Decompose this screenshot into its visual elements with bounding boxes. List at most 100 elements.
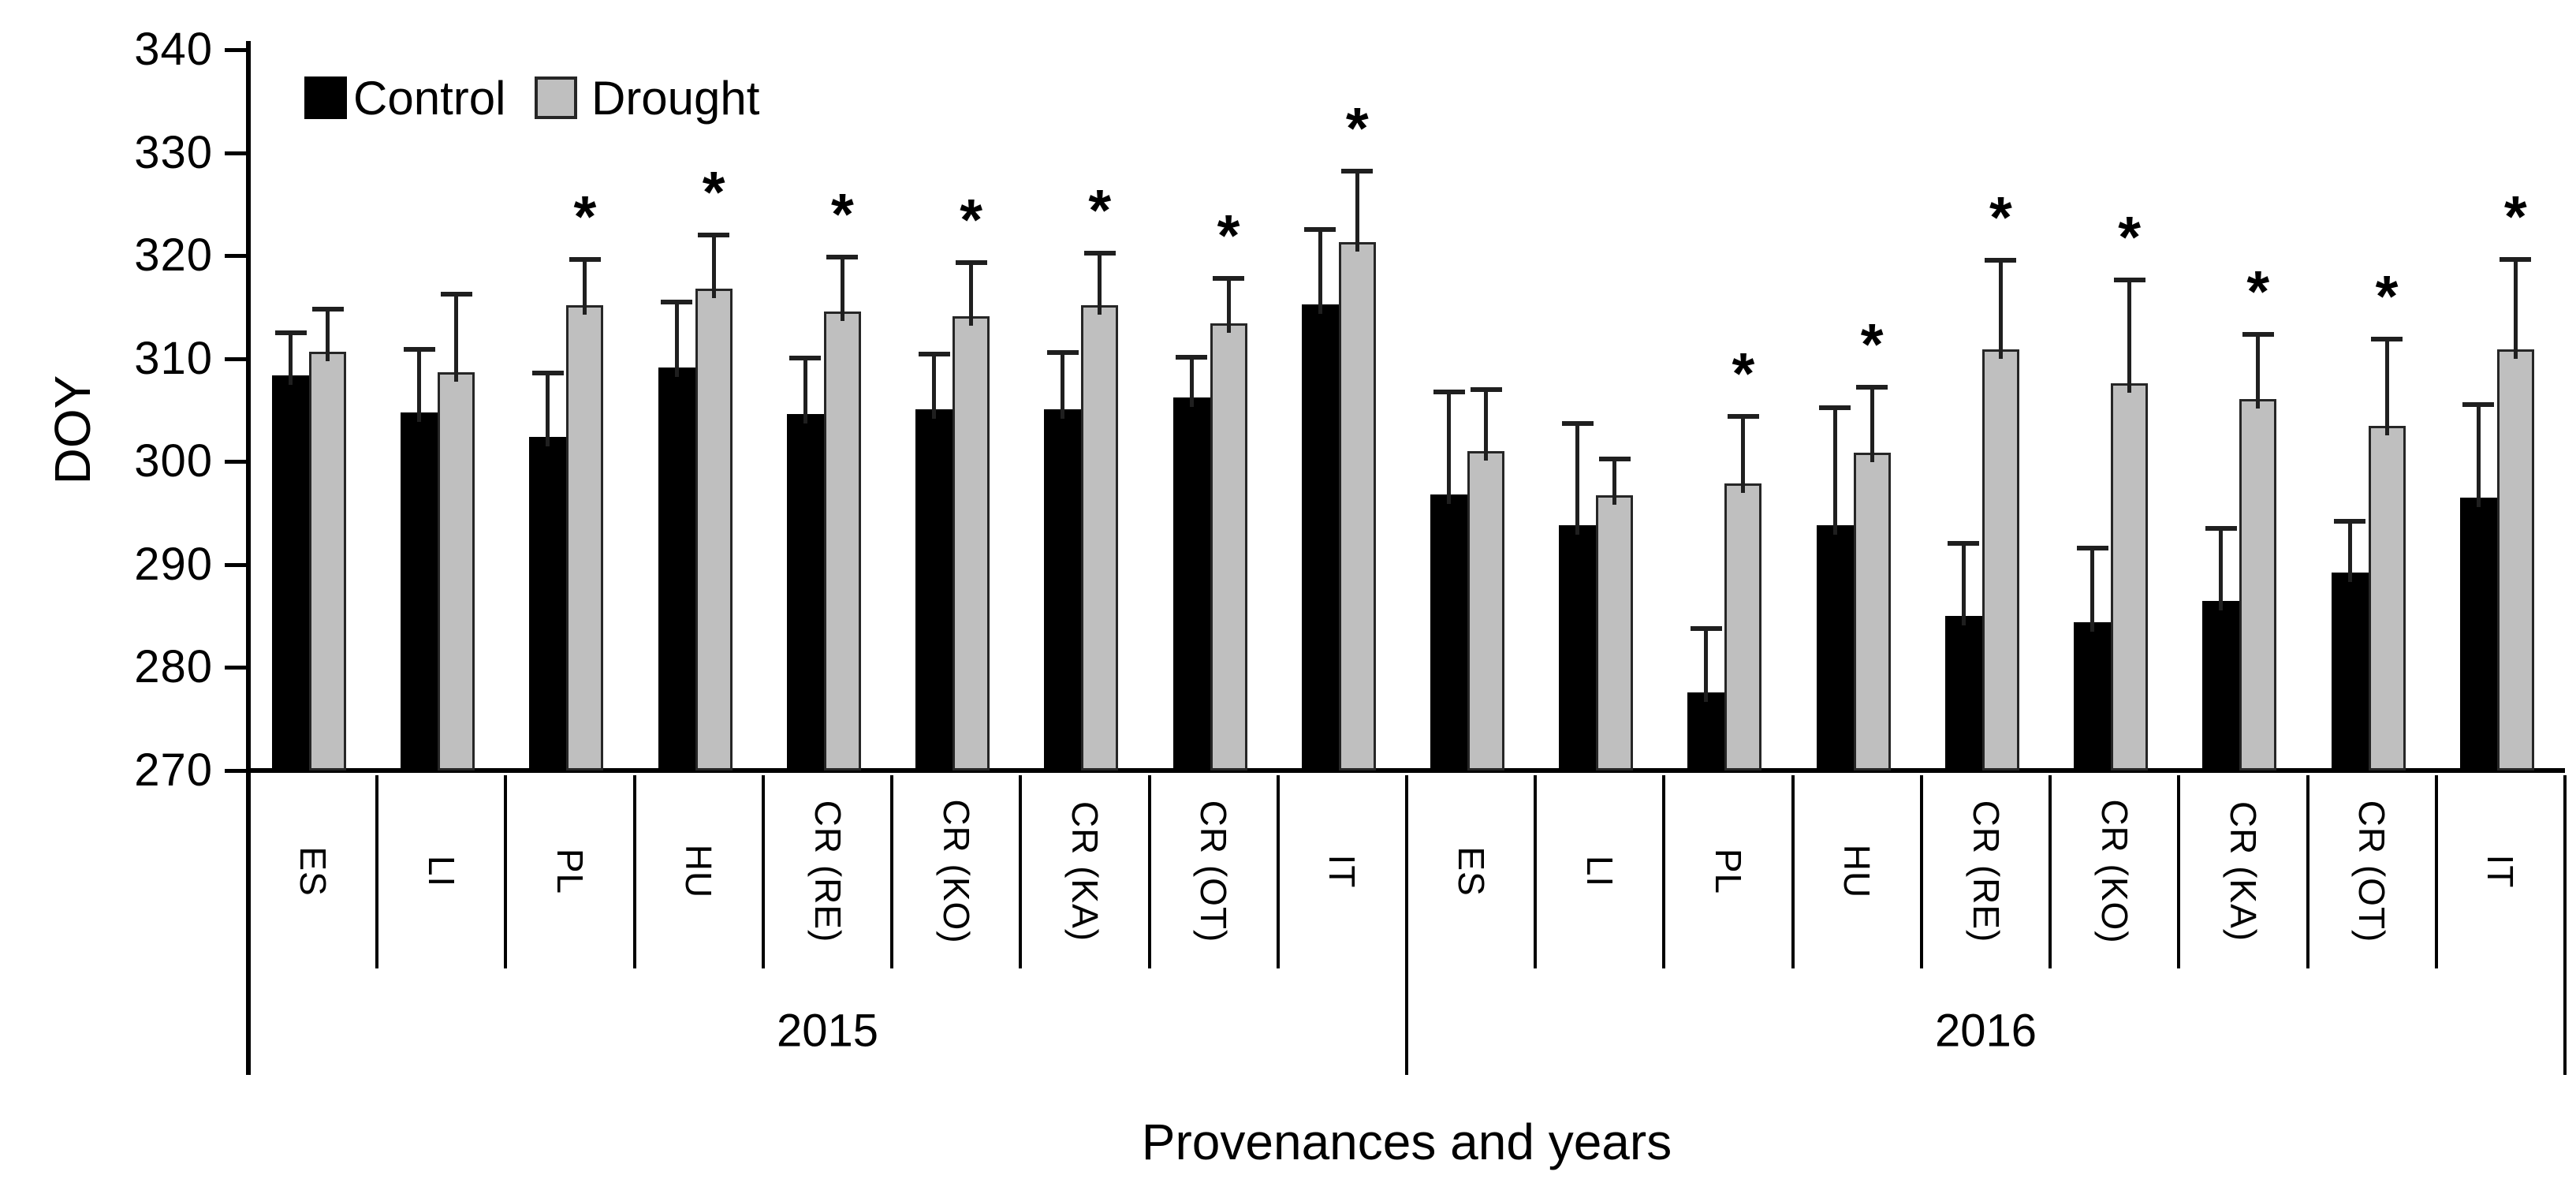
year-label: 2016	[1934, 1005, 2037, 1057]
legend-label-control: Control	[353, 72, 506, 125]
control-error-line	[1447, 391, 1451, 505]
control-error-line	[1704, 627, 1709, 702]
category-separator	[2306, 775, 2309, 968]
bar-control	[1816, 525, 1854, 771]
drought-error-cap	[955, 259, 987, 265]
category-separator	[1919, 775, 1923, 968]
drought-error-cap	[1598, 457, 1631, 462]
significance-asterisk: *	[1989, 185, 2012, 251]
control-error-cap	[1690, 625, 1722, 631]
significance-asterisk: *	[702, 159, 725, 225]
significance-asterisk: *	[960, 186, 983, 252]
drought-error-line	[454, 293, 459, 382]
y-axis-line	[246, 41, 251, 1075]
y-axis-tick	[225, 356, 248, 361]
bar-control	[1430, 494, 1467, 771]
year-separator	[2563, 775, 2567, 1075]
significance-asterisk: *	[573, 184, 597, 250]
x-axis-line	[248, 768, 2565, 773]
significance-asterisk: *	[2246, 259, 2270, 325]
significance-asterisk: *	[1860, 311, 1884, 377]
control-error-line	[1061, 351, 1065, 419]
control-error-line	[1318, 229, 1322, 314]
control-error-cap	[1561, 420, 1594, 426]
significance-asterisk: *	[2503, 184, 2527, 250]
drought-error-cap	[2113, 278, 2145, 283]
drought-error-line	[583, 259, 587, 315]
bar-drought	[2239, 398, 2277, 771]
drought-error-cap	[826, 255, 859, 260]
category-separator	[1662, 775, 1666, 968]
drought-error-line	[1484, 388, 1488, 461]
bar-drought	[823, 311, 861, 771]
control-error-line	[1832, 407, 1837, 535]
y-tick-label: 330	[134, 126, 213, 178]
bar-control	[1944, 616, 1982, 771]
bar-drought	[1081, 304, 1119, 771]
drought-error-line	[2127, 279, 2132, 394]
category-separator	[504, 775, 508, 968]
legend-swatch-control	[304, 76, 347, 119]
control-error-cap	[274, 330, 307, 335]
category-separator	[2177, 775, 2181, 968]
drought-error-cap	[2371, 336, 2403, 341]
significance-asterisk: *	[1732, 340, 1755, 406]
control-error-cap	[661, 299, 693, 304]
bar-control	[2202, 600, 2240, 771]
control-error-cap	[1819, 405, 1851, 411]
control-error-line	[674, 300, 679, 378]
y-tick-label: 300	[134, 435, 213, 487]
category-label: CR (KA)	[1064, 800, 1105, 942]
drought-error-cap	[1341, 168, 1374, 174]
category-label: CR (KO)	[935, 799, 977, 944]
x-axis-title: Provenances and years	[1141, 1114, 1672, 1170]
category-label: CR (KO)	[2093, 799, 2135, 944]
bar-control	[1559, 525, 1597, 771]
drought-error-line	[969, 261, 974, 326]
control-error-cap	[918, 352, 950, 357]
control-error-cap	[1433, 390, 1465, 395]
drought-error-cap	[311, 306, 344, 312]
y-tick-label: 270	[134, 744, 213, 796]
control-error-cap	[1046, 349, 1079, 355]
year-separator	[1405, 775, 1408, 1075]
bar-drought	[1853, 452, 1891, 771]
significance-asterisk: *	[830, 181, 854, 248]
y-axis-tick	[225, 666, 248, 670]
bar-drought	[1981, 349, 2019, 771]
control-error-line	[2347, 520, 2352, 583]
control-error-cap	[1304, 227, 1336, 233]
drought-error-line	[1355, 170, 1359, 252]
control-error-line	[932, 353, 937, 419]
significance-asterisk: *	[2375, 263, 2399, 329]
control-error-cap	[2462, 402, 2495, 408]
drought-error-cap	[1213, 275, 1245, 281]
bar-drought	[1210, 323, 1247, 771]
category-label: IT	[1322, 854, 1363, 889]
control-error-line	[2219, 527, 2224, 610]
bar-control	[915, 409, 953, 771]
control-error-cap	[2334, 518, 2366, 524]
y-axis-tick	[225, 151, 248, 155]
drought-error-line	[1612, 458, 1617, 506]
control-error-cap	[789, 356, 822, 361]
drought-error-cap	[440, 292, 472, 297]
drought-error-line	[1741, 415, 1746, 493]
significance-asterisk: *	[1088, 177, 1112, 244]
category-separator	[632, 775, 636, 968]
y-tick-label: 280	[134, 641, 213, 693]
category-label: ES	[292, 846, 334, 897]
control-error-line	[1189, 356, 1194, 408]
bar-drought	[1596, 495, 1634, 771]
bar-drought	[1467, 451, 1504, 771]
drought-error-cap	[1856, 384, 1888, 390]
category-label: CR (OT)	[2351, 800, 2393, 943]
category-separator	[761, 775, 765, 968]
drought-error-cap	[1727, 413, 1759, 419]
drought-error-line	[2384, 338, 2389, 435]
bar-control	[2331, 573, 2369, 771]
bar-drought	[1338, 242, 1376, 771]
control-error-cap	[403, 346, 435, 352]
control-error-cap	[531, 370, 564, 375]
